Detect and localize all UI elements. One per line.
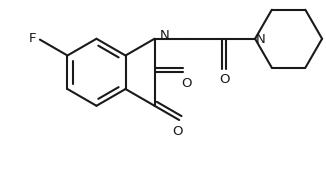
Text: O: O bbox=[219, 73, 230, 86]
Text: F: F bbox=[28, 32, 36, 45]
Text: O: O bbox=[181, 77, 191, 90]
Text: O: O bbox=[172, 125, 183, 138]
Text: N: N bbox=[160, 29, 169, 42]
Text: N: N bbox=[256, 33, 266, 46]
